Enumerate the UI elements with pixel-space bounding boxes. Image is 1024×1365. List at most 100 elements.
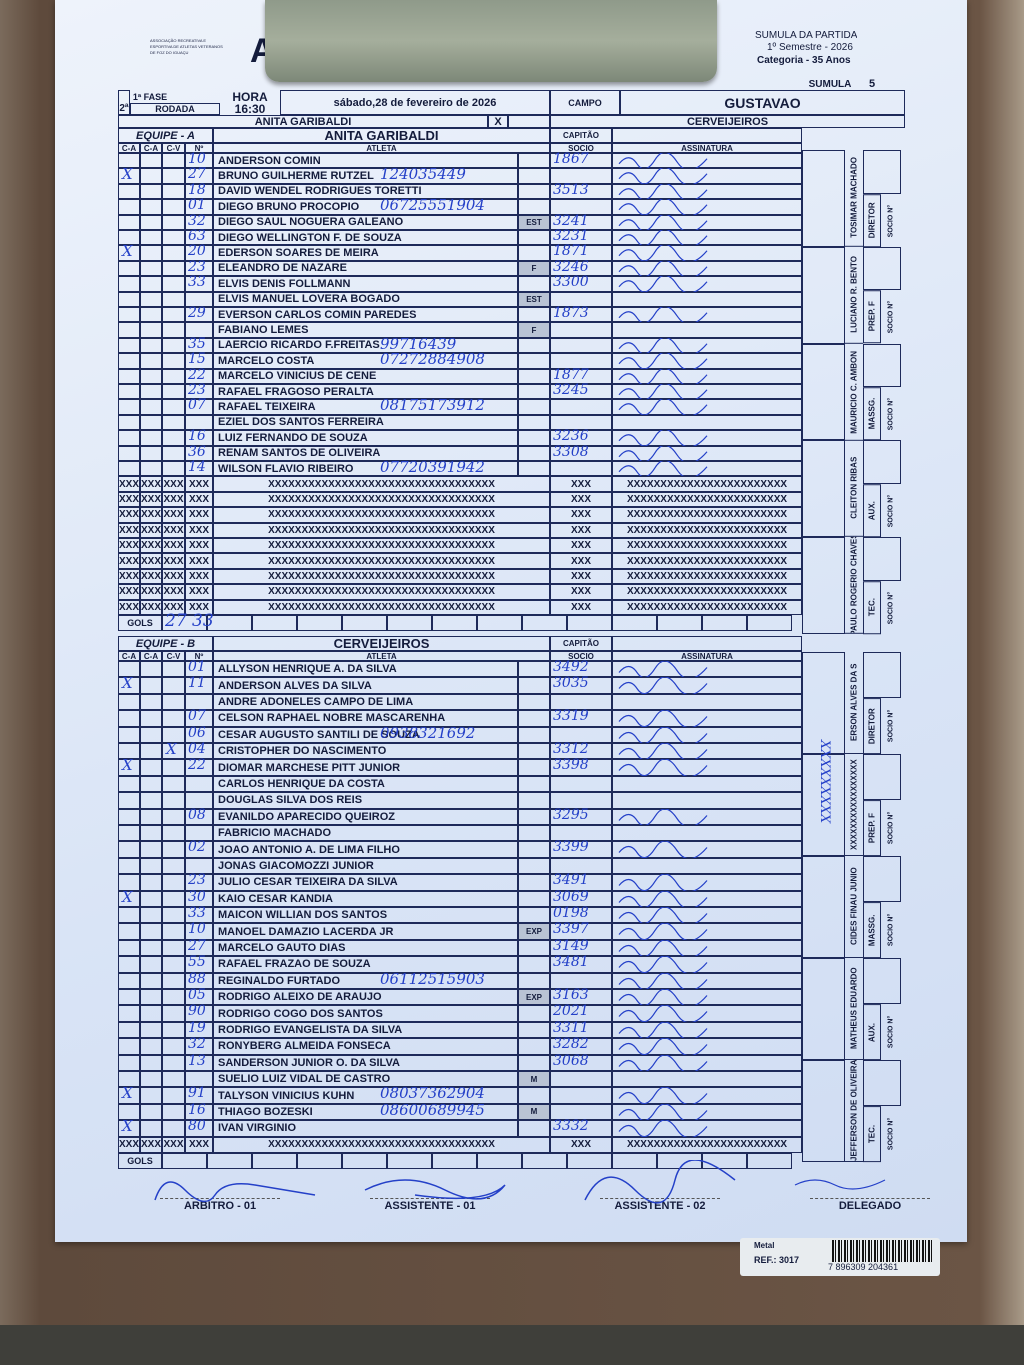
num-cell xyxy=(185,874,213,891)
num-cell xyxy=(185,461,213,477)
player-name: LUIZ FERNANDO DE SOUZA xyxy=(213,430,518,446)
player-name: ELVIS DENIS FOLLMANN xyxy=(213,276,518,292)
clipboard-clip xyxy=(265,0,717,82)
col-header: C-A xyxy=(118,651,140,661)
cv-cell xyxy=(162,337,185,354)
player-signature xyxy=(618,337,708,354)
ca2-cell xyxy=(140,384,162,400)
player-number-hw: 35 xyxy=(188,335,206,352)
staff-socio-label: SOCIO N° xyxy=(887,1117,895,1151)
player-tag xyxy=(518,792,550,809)
num-cell xyxy=(185,907,213,924)
socio-cell xyxy=(550,890,612,907)
ca-cell xyxy=(118,661,140,678)
socio-hw: 3319 xyxy=(553,708,589,725)
socio-cell xyxy=(550,260,612,277)
player-tag xyxy=(518,384,550,400)
org-logo: ASSOCIAÇÃO RECREATIVA E ESPORTIVA DE ATL… xyxy=(150,28,275,78)
player-signature xyxy=(618,1120,708,1137)
referee-label: ARBITRO - 01 xyxy=(160,1198,280,1212)
player-tag xyxy=(518,245,550,261)
socio-hw: 1873 xyxy=(553,305,589,321)
x-fill: XXX xyxy=(140,599,162,615)
socio-cell xyxy=(550,353,612,369)
goal-cell xyxy=(612,615,657,631)
x-fill: XXXXXXXXXXXXXXXXXXXXXXXX xyxy=(612,568,802,585)
handwritten-note: 0938321692 xyxy=(380,723,476,742)
ca-cell xyxy=(118,322,140,338)
team-label: EQUIPE - A xyxy=(118,128,213,143)
socio-hw: 3308 xyxy=(553,443,589,460)
signature-cell xyxy=(612,245,802,261)
ca-cell xyxy=(118,214,140,230)
player-name: RAFAEL FRAZAO DE SOUZA xyxy=(213,956,518,973)
goal-cell xyxy=(432,615,477,631)
ca-cell xyxy=(118,972,140,989)
x-fill: XXX xyxy=(185,568,213,585)
socio-cell xyxy=(550,677,612,694)
num-cell xyxy=(185,153,213,169)
staff-box xyxy=(863,440,901,484)
num-cell xyxy=(185,923,213,940)
num-cell xyxy=(185,841,213,858)
player-tag xyxy=(518,972,550,989)
num-cell xyxy=(185,1054,213,1071)
player-name: RODRIGO ALEIXO DE ARAUJO xyxy=(213,989,518,1006)
ca-cell xyxy=(118,923,140,940)
socio-cell xyxy=(550,322,612,338)
player-signature xyxy=(618,808,708,825)
ca-mark: X xyxy=(122,242,133,261)
signature-cell xyxy=(612,1021,802,1039)
x-fill: XXX xyxy=(118,507,140,523)
player-signature xyxy=(618,923,708,940)
ca-cell xyxy=(118,693,140,711)
ca-cell xyxy=(118,1120,140,1137)
x-fill: XXXXXXXXXXXXXXXXXXXXXXXX xyxy=(612,553,802,569)
num-cell xyxy=(185,291,213,307)
signature-cell xyxy=(612,1038,802,1055)
player-name: RONYBERG ALMEIDA FONSECA xyxy=(213,1038,518,1055)
signature-cell xyxy=(612,808,802,825)
player-signature xyxy=(618,841,708,858)
goal-cell xyxy=(342,615,387,631)
staff-signature xyxy=(802,754,845,856)
goal-cell xyxy=(522,1153,567,1169)
ca-cell xyxy=(118,168,140,184)
socio-hw: 3069 xyxy=(553,888,589,905)
player-signature xyxy=(618,368,708,384)
signature-cell xyxy=(612,307,802,323)
staff-socio-label: SOCIO N° xyxy=(887,1015,895,1049)
cv-cell xyxy=(162,792,185,809)
num-cell xyxy=(185,726,213,743)
ca-cell xyxy=(118,956,140,973)
player-name: IVAN VIRGINIO xyxy=(213,1120,518,1137)
num-cell xyxy=(185,857,213,875)
player-name: REGINALDO FURTADO xyxy=(213,972,518,989)
staff-signature xyxy=(802,537,845,634)
socio-cell xyxy=(550,430,612,446)
signature-cell xyxy=(612,989,802,1006)
ca-cell xyxy=(118,1087,140,1104)
cv-cell xyxy=(162,230,185,246)
player-tag: EST xyxy=(518,291,550,307)
staff-role: TEC. xyxy=(863,1105,881,1162)
player-number-hw: 04 xyxy=(188,741,206,757)
socio-cell xyxy=(550,414,612,431)
ca2-cell xyxy=(140,710,162,727)
staff-socio-label: SOCIO N° xyxy=(887,494,895,527)
signature-cell xyxy=(612,923,802,940)
ca2-cell xyxy=(140,168,162,184)
player-signature xyxy=(618,1005,708,1022)
sheet-title: SUMULA DA PARTIDA xyxy=(755,30,858,41)
signature-cell xyxy=(612,939,802,957)
x-fill: XXXXXXXXXXXXXXXXXXXXXXXX xyxy=(612,476,802,492)
ca2-cell xyxy=(140,693,162,711)
ca2-cell xyxy=(140,1005,162,1022)
player-name: JULIO CESAR TEIXEIRA DA SILVA xyxy=(213,874,518,891)
socio-cell xyxy=(550,857,612,875)
staff-name: XXXXXXXXXXXXXXXXX xyxy=(845,754,863,856)
player-name: MARCELO VINICIUS DE CENE xyxy=(213,368,518,384)
ca-cell xyxy=(118,153,140,169)
socio-cell xyxy=(550,291,612,307)
goals-hw: 27 33 xyxy=(165,611,214,631)
